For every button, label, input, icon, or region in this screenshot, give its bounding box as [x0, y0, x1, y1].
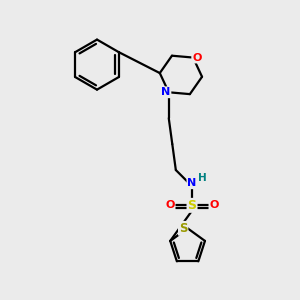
Text: O: O [209, 200, 219, 210]
Text: N: N [188, 178, 196, 188]
Text: H: H [198, 173, 207, 183]
Text: S: S [179, 222, 188, 235]
Text: O: O [165, 200, 175, 210]
Text: S: S [188, 199, 196, 212]
Text: N: N [161, 87, 170, 97]
Text: O: O [192, 52, 202, 63]
